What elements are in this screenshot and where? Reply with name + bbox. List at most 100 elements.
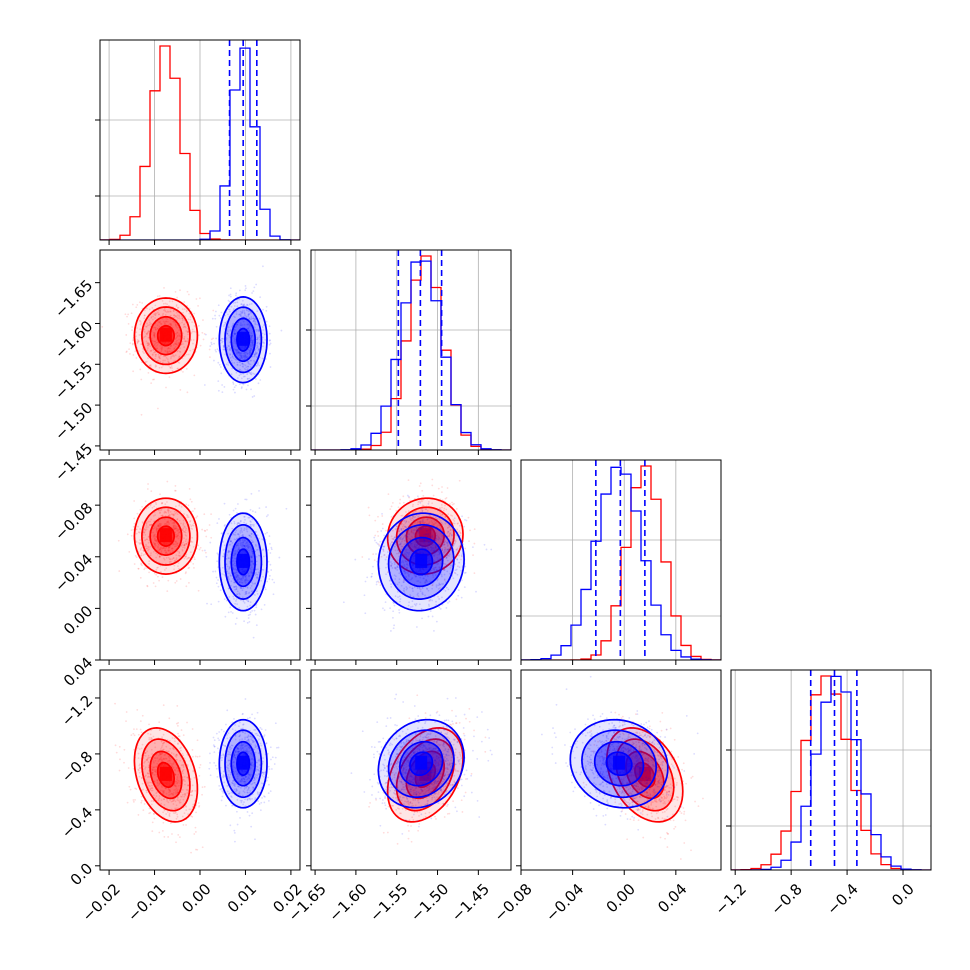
sample-point <box>145 524 148 527</box>
sample-point <box>182 754 185 757</box>
sample-point <box>413 544 416 546</box>
sample-point <box>399 498 402 501</box>
sample-point <box>163 741 165 744</box>
sample-point <box>456 522 459 525</box>
sample-point <box>183 301 186 303</box>
sample-point <box>183 793 186 796</box>
sample-point <box>210 343 213 346</box>
sample-point <box>221 532 224 535</box>
sample-point <box>179 535 182 538</box>
sample-point <box>398 540 400 542</box>
sample-point <box>152 318 154 321</box>
sample-point <box>127 767 130 769</box>
sample-point <box>255 606 258 609</box>
sample-point <box>436 569 438 572</box>
histogram-blue-1 <box>311 260 511 450</box>
sample-point <box>174 485 177 487</box>
sample-point <box>280 329 283 332</box>
sample-point <box>445 563 448 566</box>
sample-point <box>162 547 165 549</box>
sample-point <box>412 515 414 518</box>
sample-point <box>201 846 204 849</box>
sample-point <box>170 365 173 368</box>
sample-point <box>449 532 451 535</box>
sample-point <box>143 531 146 534</box>
sample-point <box>451 542 454 544</box>
sample-point <box>158 556 161 558</box>
sample-point <box>154 351 156 353</box>
sample-point <box>156 781 159 784</box>
sample-point <box>190 332 193 334</box>
sample-point <box>423 541 426 544</box>
sample-point <box>240 355 243 358</box>
sample-point <box>445 556 448 559</box>
sample-point <box>144 755 147 757</box>
sample-point <box>252 372 254 375</box>
sample-point <box>381 512 383 515</box>
sample-point <box>416 580 419 583</box>
sample-point <box>435 532 438 535</box>
sample-point <box>173 748 175 751</box>
sample-point <box>179 578 182 580</box>
sample-point <box>145 332 148 335</box>
sample-point <box>246 540 249 543</box>
sample-point <box>249 508 252 511</box>
sample-point <box>241 544 244 547</box>
sample-point <box>159 757 162 760</box>
sample-point <box>254 322 257 325</box>
sample-point <box>410 519 413 522</box>
sample-point <box>151 767 153 770</box>
sample-point <box>150 323 153 325</box>
sample-point <box>427 501 430 503</box>
sample-point <box>273 581 276 584</box>
sample-point <box>272 593 275 596</box>
sample-point <box>373 559 376 562</box>
sample-point <box>420 588 422 591</box>
sample-point <box>247 313 250 316</box>
sample-point <box>252 636 255 639</box>
sample-point <box>421 521 424 524</box>
sample-point <box>164 302 167 305</box>
sample-point <box>252 317 255 320</box>
sample-point <box>257 349 260 352</box>
sample-point <box>431 587 434 590</box>
sample-point <box>243 601 246 604</box>
sample-point <box>421 507 424 510</box>
sample-point <box>206 528 208 531</box>
sample-point <box>185 340 188 343</box>
sample-point <box>449 514 452 517</box>
sample-point <box>169 790 171 792</box>
sample-point <box>409 570 411 573</box>
sample-point <box>203 513 206 516</box>
sample-point <box>168 514 170 517</box>
sample-point <box>247 547 250 550</box>
sample-point <box>246 378 249 380</box>
sample-point <box>437 578 439 581</box>
sample-point <box>149 756 152 759</box>
sample-point <box>172 543 174 546</box>
sample-point <box>147 732 149 735</box>
sample-point <box>191 330 194 333</box>
sample-point <box>167 520 169 523</box>
sample-point <box>238 592 241 595</box>
sample-point <box>180 729 183 731</box>
sample-point <box>143 336 146 338</box>
sample-point <box>143 309 146 312</box>
sample-point <box>140 776 143 779</box>
sample-point <box>395 566 398 569</box>
sample-point <box>456 565 459 568</box>
sample-point <box>242 375 245 378</box>
sample-point <box>183 337 185 340</box>
sample-point <box>145 521 148 524</box>
sample-point <box>155 552 158 555</box>
sample-point <box>453 522 456 525</box>
sample-point <box>165 792 168 795</box>
sample-point <box>452 537 455 540</box>
sample-point <box>178 554 181 557</box>
sample-point <box>158 754 160 757</box>
sample-point <box>244 314 246 317</box>
sample-point <box>231 542 234 544</box>
sample-point <box>251 339 254 342</box>
sample-point <box>220 317 222 319</box>
sample-point <box>148 723 150 726</box>
